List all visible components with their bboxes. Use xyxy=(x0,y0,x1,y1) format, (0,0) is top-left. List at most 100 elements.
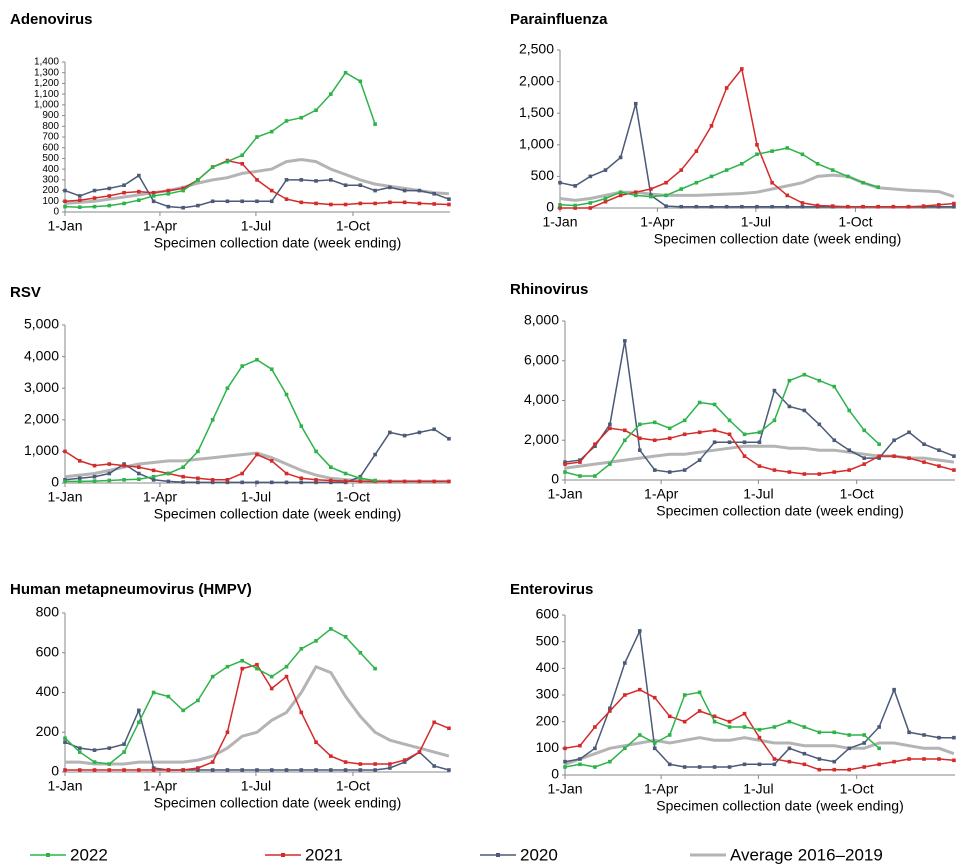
point xyxy=(181,474,185,479)
point xyxy=(299,646,304,651)
point xyxy=(196,698,200,703)
point xyxy=(802,372,807,377)
point xyxy=(952,758,956,763)
point xyxy=(373,201,377,206)
point xyxy=(358,762,363,766)
legend-marker xyxy=(281,853,285,857)
point xyxy=(181,205,185,210)
y-tick-label: 300 xyxy=(536,686,560,702)
y-tick-label: 300 xyxy=(42,174,59,185)
point xyxy=(329,768,333,772)
point xyxy=(558,203,562,207)
point xyxy=(787,759,792,764)
point xyxy=(284,178,289,182)
point xyxy=(563,460,567,464)
point xyxy=(785,146,790,150)
y-tick-label: 1,300 xyxy=(34,67,59,78)
panel-title: Adenovirus xyxy=(10,11,93,28)
y-tick-label: 0 xyxy=(551,471,559,487)
y-tick-label: 8,000 xyxy=(524,312,559,328)
point xyxy=(63,768,67,772)
x-axis-label: Specimen collection date (week ending) xyxy=(656,503,903,519)
point xyxy=(225,664,230,669)
legend-label: 2020 xyxy=(520,845,558,864)
x-tick-label: 1-Jan xyxy=(47,778,82,794)
point xyxy=(727,432,732,437)
point xyxy=(122,768,126,772)
point xyxy=(755,143,759,147)
point xyxy=(817,422,822,427)
point xyxy=(63,479,67,484)
point xyxy=(402,188,407,193)
point xyxy=(694,180,699,185)
point xyxy=(225,480,230,485)
point xyxy=(63,204,67,209)
point xyxy=(712,428,717,433)
x-tick-label: 1-Oct xyxy=(840,486,874,502)
point xyxy=(682,719,687,724)
point xyxy=(358,201,363,206)
point xyxy=(196,203,200,208)
y-tick-label: 1,100 xyxy=(34,89,59,100)
point xyxy=(137,465,141,469)
point xyxy=(682,418,687,423)
point xyxy=(181,708,185,713)
point xyxy=(862,428,866,433)
series-line xyxy=(564,691,880,768)
point xyxy=(922,733,926,737)
point xyxy=(151,768,156,772)
point xyxy=(63,199,67,204)
point xyxy=(447,202,451,207)
point xyxy=(77,198,82,203)
point xyxy=(329,627,333,631)
point xyxy=(623,428,627,433)
point xyxy=(255,452,259,457)
point xyxy=(832,384,837,389)
point xyxy=(343,471,348,476)
point xyxy=(343,760,348,764)
point xyxy=(210,760,215,764)
point xyxy=(269,674,274,679)
legend-label: 2021 xyxy=(305,845,343,864)
point xyxy=(388,479,392,484)
point xyxy=(151,766,156,770)
point xyxy=(649,194,653,199)
point xyxy=(652,746,657,751)
point xyxy=(832,767,837,772)
point xyxy=(269,459,274,463)
point xyxy=(877,442,881,447)
point xyxy=(877,762,881,767)
y-tick-label: 200 xyxy=(36,723,60,739)
point xyxy=(907,430,911,435)
point xyxy=(742,725,747,729)
point xyxy=(358,479,363,484)
point xyxy=(952,454,956,458)
point xyxy=(417,201,422,206)
point xyxy=(633,190,638,194)
point xyxy=(742,432,747,437)
point xyxy=(299,178,304,182)
point xyxy=(757,727,762,732)
point xyxy=(196,178,200,182)
point xyxy=(137,173,141,178)
y-tick-label: 2,500 xyxy=(519,41,554,57)
point xyxy=(417,188,422,193)
point xyxy=(608,709,612,713)
point xyxy=(664,180,668,185)
point xyxy=(787,378,792,383)
y-tick-label: 100 xyxy=(536,739,560,755)
point xyxy=(682,468,687,472)
point xyxy=(817,767,822,772)
point xyxy=(578,762,582,767)
point xyxy=(847,448,852,452)
y-tick-label: 200 xyxy=(42,185,59,196)
point xyxy=(937,448,941,452)
y-tick-label: 600 xyxy=(536,606,560,622)
point xyxy=(892,759,896,764)
panel-title: RSV xyxy=(10,284,41,301)
point xyxy=(92,479,97,483)
point xyxy=(608,759,612,764)
point xyxy=(892,438,896,443)
point xyxy=(772,388,777,393)
point xyxy=(329,202,333,207)
